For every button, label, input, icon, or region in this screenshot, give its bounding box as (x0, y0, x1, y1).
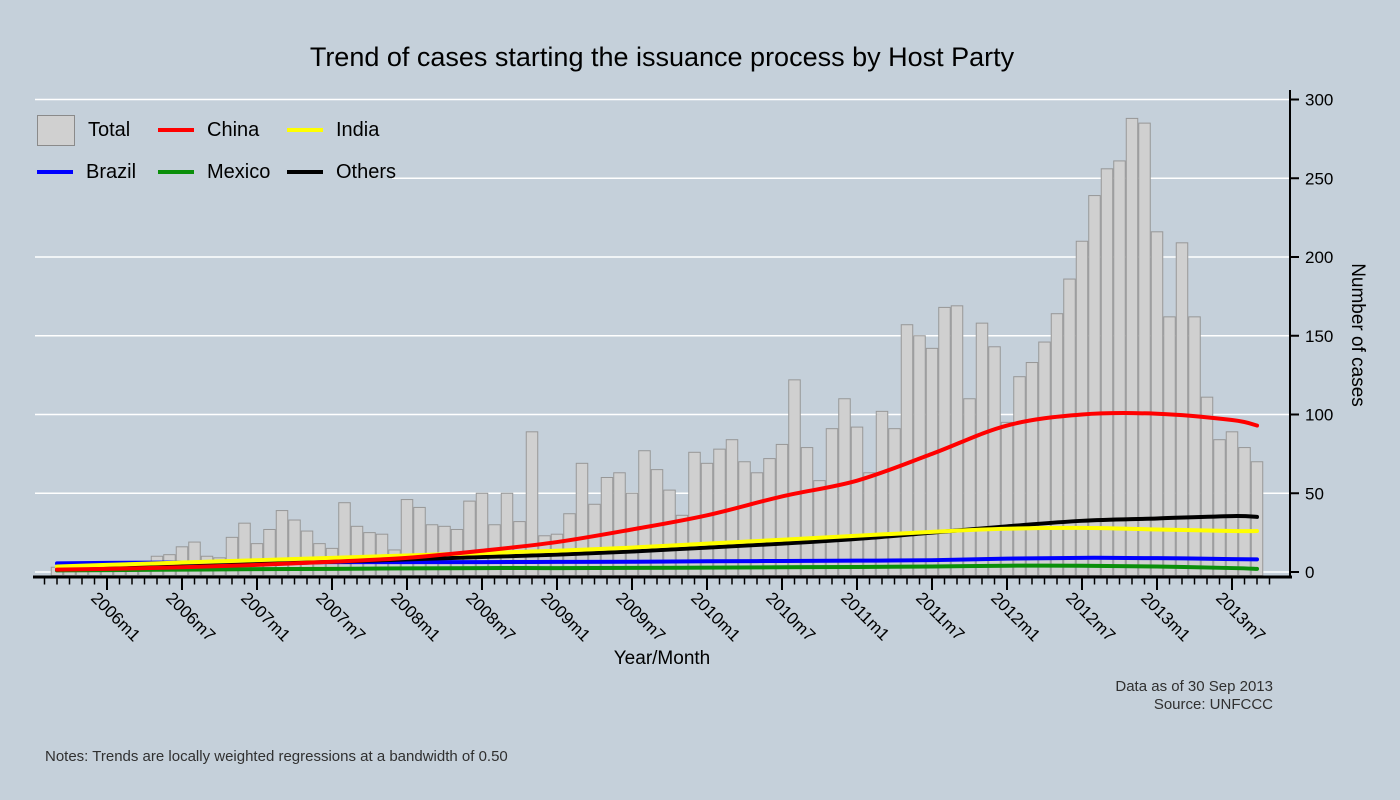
bar (400, 499, 414, 576)
legend-item-mexico: Mexico (158, 156, 270, 188)
legend-item-india: India (287, 114, 379, 146)
bar (838, 398, 851, 576)
footnote: Notes: Trends are locally weighted regre… (45, 748, 508, 765)
x-tick-label: 2010m7 (762, 588, 819, 645)
bar (938, 306, 951, 576)
bar (1100, 168, 1114, 577)
legend-item-others: Others (287, 156, 396, 188)
bar (1025, 362, 1039, 576)
x-tick-label: 2008m7 (462, 588, 519, 645)
legend-label-total: Total (88, 118, 131, 141)
bar (988, 346, 1001, 576)
bar (825, 428, 839, 576)
y-tick-label: 200 (1305, 248, 1333, 267)
trend-line-india (55, 525, 1259, 569)
bar (1075, 240, 1089, 576)
x-tick-label: 2011m1 (837, 588, 893, 644)
bar (1125, 117, 1139, 577)
bar (1000, 421, 1014, 576)
y-tick-label: 150 (1305, 327, 1333, 346)
bar (463, 500, 476, 576)
y-tick-label: 0 (1305, 563, 1314, 582)
x-tick-label: 2013m1 (1137, 588, 1194, 645)
data-as-of-note: Data as of 30 Sep 2013 (1115, 678, 1273, 695)
bar (1063, 278, 1076, 576)
x-tick-label: 2007m1 (237, 588, 294, 645)
source-note: Source: UNFCCC (1153, 696, 1273, 713)
bar (575, 462, 589, 577)
x-tick-label: 2010m1 (687, 588, 744, 645)
bar (763, 458, 776, 577)
mexico-line-swatch (158, 170, 194, 174)
x-axis: 2006m1 2006m7 2007m1 2007m7 2008m1 2008m7 2009… (33, 575, 1292, 645)
bar (688, 451, 701, 576)
legend-item-brazil: Brazil (37, 156, 136, 188)
y-axis-title: Number of cases (1347, 263, 1368, 407)
bar (1200, 396, 1214, 576)
legend-label-brazil: Brazil (86, 160, 137, 183)
bar (925, 347, 939, 576)
legend-item-china: China (158, 114, 259, 146)
x-tick-label: 2009m7 (612, 588, 669, 645)
bar (1175, 242, 1189, 576)
chart-title: Trend of cases starting the issuance pro… (309, 42, 1015, 72)
legend (35, 103, 392, 189)
bar (875, 410, 889, 576)
bar (900, 324, 914, 576)
bar (850, 426, 864, 576)
bar (1113, 160, 1126, 577)
bar (800, 447, 814, 577)
bar (775, 443, 789, 576)
bar (1038, 341, 1051, 576)
x-tick-label: 2008m1 (387, 588, 444, 645)
bar (1150, 231, 1164, 577)
bar (413, 506, 426, 576)
bar (700, 462, 714, 577)
bar (975, 322, 989, 576)
x-tick-label: 2006m7 (162, 588, 219, 645)
x-tick-label: 2011m7 (912, 588, 968, 644)
others-line-swatch (287, 170, 323, 174)
x-tick-label: 2006m1 (87, 588, 144, 645)
bar (963, 398, 976, 576)
legend-label-china: China (207, 118, 260, 141)
bar (888, 428, 901, 576)
total-bar-swatch (37, 114, 75, 146)
bar (1138, 122, 1151, 576)
x-axis-title: Year/Month (613, 648, 711, 669)
x-tick-label: 2009m1 (537, 588, 594, 645)
y-tick-label: 250 (1305, 169, 1333, 188)
bar (338, 502, 351, 577)
y-tick-label: 50 (1305, 484, 1324, 503)
bar (638, 450, 651, 577)
x-tick-label: 2013m7 (1212, 588, 1269, 645)
y-axis: 0 50 100 150 200 250 300 Number of cases (1289, 90, 1368, 582)
bar (1225, 431, 1239, 577)
x-tick-label: 2012m1 (987, 588, 1044, 645)
legend-label-others: Others (336, 160, 397, 183)
bar (588, 503, 601, 576)
legend-item-total: Total (37, 114, 130, 146)
y-tick-label: 100 (1305, 406, 1333, 425)
bar (1050, 313, 1064, 576)
trend-line-mexico (55, 563, 1259, 573)
bar (1213, 439, 1226, 577)
legend-label-mexico: Mexico (207, 160, 271, 183)
y-tick-label: 300 (1305, 91, 1333, 110)
brazil-line-swatch (37, 170, 73, 174)
legend-label-india: India (336, 118, 380, 141)
china-line-swatch (158, 128, 194, 132)
bar (1163, 316, 1176, 576)
bar (1188, 316, 1201, 576)
bar (738, 461, 751, 576)
trend-line-china (55, 411, 1259, 572)
bar (1013, 376, 1026, 577)
bar (1238, 447, 1251, 577)
x-tick-label: 2012m7 (1062, 588, 1119, 645)
bar (788, 379, 801, 576)
x-tick-label: 2007m7 (312, 588, 369, 645)
india-line-swatch (287, 128, 323, 132)
